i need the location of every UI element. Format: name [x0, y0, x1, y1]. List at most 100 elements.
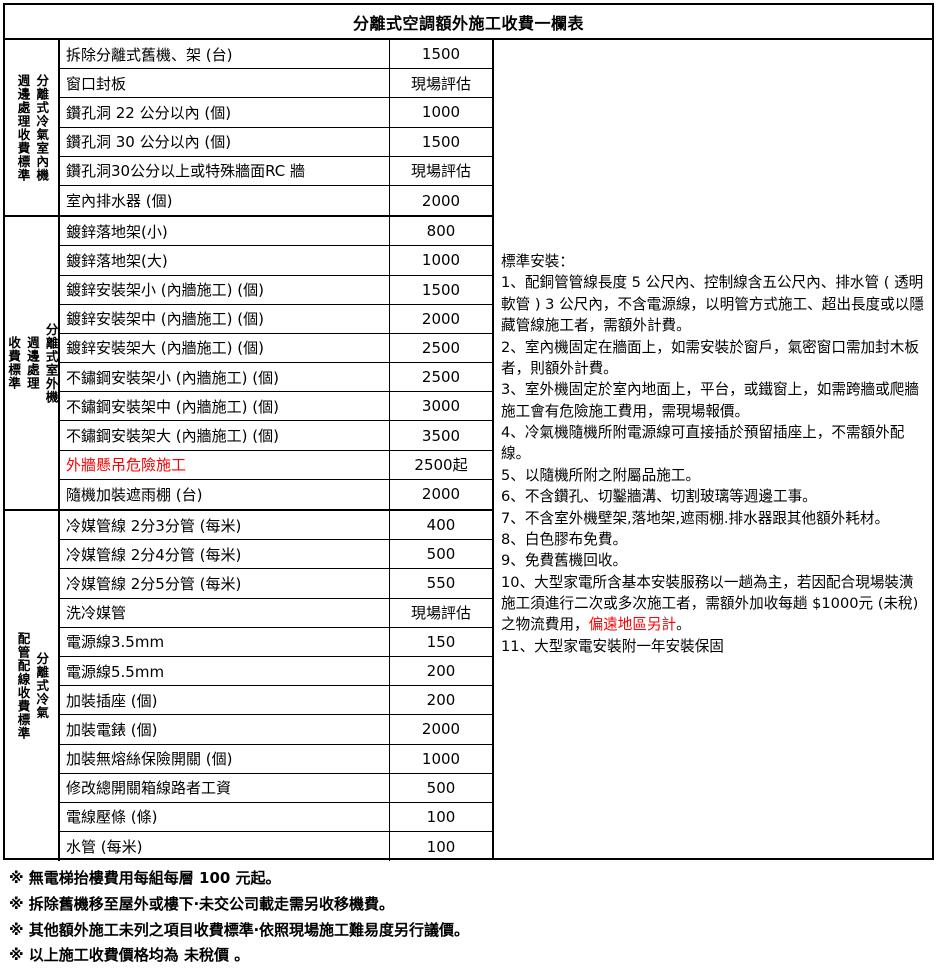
row-item-label: 鍍鋅落地架(大) — [60, 246, 390, 275]
table-row: 電源線3.5mm 150 — [60, 627, 492, 657]
row-price-value: 2500 — [421, 368, 461, 387]
row-price-value: 200 — [426, 662, 456, 681]
row-price-value: 150 — [426, 632, 456, 651]
section-label-line: 分離式冷氣 — [34, 652, 50, 720]
row-price-value: 3500 — [421, 426, 461, 445]
row-item-label: 水管 (每米) — [60, 832, 390, 862]
section-label-outdoor-unit: 分離式室外機 週邊處理 收費標準 — [5, 217, 60, 509]
row-item-label: 修改總開關箱線路者工資 — [60, 773, 390, 802]
main-table-block: 分離式冷氣室內機 週邊處理收費標準 拆除分離式舊機、架 (台) 1500 窗口封… — [3, 40, 934, 862]
table-row: 修改總開關箱線路者工資 500 — [60, 773, 492, 803]
table-row: 冷媒管線 2分5分管 (每米) 550 — [60, 569, 492, 599]
table-row: 室內排水器 (個) 2000 — [60, 185, 492, 216]
note-item-10-text: 10、大型家電所含基本安裝服務以一趟為主，若因配合現場裝潢施工須進行二次或多次施… — [501, 573, 919, 634]
note-item-1: 1、配銅管管線長度 5 公尺內、控制線含五公尺內、排水管 ( 透明軟管 ) 3 … — [501, 274, 924, 335]
row-price-value: 1000 — [421, 251, 461, 270]
row-price-value: 2000 — [421, 720, 461, 739]
row-price-value: 2000 — [421, 485, 461, 504]
row-price-value: 2000 — [421, 309, 461, 328]
row-price-value: 1000 — [421, 749, 461, 768]
row-item-label: 冷媒管線 2分5分管 (每米) — [60, 569, 390, 598]
row-item-label: 不鏽鋼安裝架大 (內牆施工) (個) — [60, 421, 390, 450]
page-title: 分離式空調額外施工收費一欄表 — [352, 13, 584, 33]
section-label-line: 分離式冷氣室內機 — [34, 73, 50, 182]
footnote-item: ※ 其他額外施工未列之項目收費標準‧依照現場施工難易度另行議價。 — [9, 920, 470, 939]
table-row: 鍍鋅安裝架大 (內牆施工) (個) 2500 — [60, 333, 492, 364]
table-row: 窗口封板 現場評估 — [60, 69, 492, 99]
row-price-value: 2500起 — [414, 456, 468, 475]
row-price-value: 500 — [426, 778, 456, 797]
table-row: 加裝插座 (個) 200 — [60, 686, 492, 716]
note-item-7: 7、不含室外機壁架,落地架,遮雨棚.排水器跟其他額外耗材。 — [501, 509, 890, 527]
table-row: 水管 (每米) 100 — [60, 832, 492, 862]
section-piping-wiring: 分離式冷氣 配管配線收費標準 冷媒管線 2分3分管 (每米) 400 冷媒管線 … — [5, 511, 492, 862]
note-item-2: 2、室內機固定在牆面上，如需安裝於窗戶，氣密窗口需加封木板者，則額外計費。 — [501, 338, 919, 377]
row-item-label: 鑽孔洞30公分以上或特殊牆面RC 牆 — [60, 156, 390, 185]
row-item-label: 窗口封板 — [60, 69, 390, 98]
section-label-line: 分離式室外機 — [43, 322, 59, 404]
row-item-label: 洗冷媒管 — [60, 598, 390, 627]
row-item-label: 鑽孔洞 22 公分以內 (個) — [60, 98, 390, 127]
row-item-label: 鑽孔洞 30 公分以內 (個) — [60, 127, 390, 156]
note-item-5: 5、以隨機所附之附屬品施工。 — [501, 466, 701, 484]
row-item-label: 鍍鋅落地架(小) — [60, 217, 390, 246]
row-item-label: 不鏽鋼安裝架小 (內牆施工) (個) — [60, 363, 390, 392]
note-item-8: 8、白色膠布免費。 — [501, 530, 628, 548]
row-item-label: 鍍鋅安裝架大 (內牆施工) (個) — [60, 333, 390, 363]
table-row: 隨機加裝遮雨棚 (台) 2000 — [60, 479, 492, 509]
table-row: 電源線5.5mm 200 — [60, 656, 492, 687]
note-item-9: 9、免費舊機回收。 — [501, 552, 628, 570]
price-sections-column: 分離式冷氣室內機 週邊處理收費標準 拆除分離式舊機、架 (台) 1500 窗口封… — [5, 40, 492, 862]
note-item-10: 10、大型家電所含基本安裝服務以一趟為主，若因配合現場裝潢施工須進行二次或多次施… — [501, 572, 926, 636]
notes-heading: 標準安裝： — [501, 253, 574, 270]
row-item-label: 電源線3.5mm — [60, 627, 390, 656]
table-title-bar: 分離式空調額外施工收費一欄表 — [3, 3, 934, 40]
row-item-label: 冷媒管線 2分4分管 (每米) — [60, 540, 390, 569]
row-price-value: 100 — [426, 837, 456, 856]
row-price-value: 現場評估 — [410, 604, 471, 623]
row-price-value: 100 — [426, 807, 456, 826]
footnotes-block: ※ 無電梯抬樓費用每組每層 100 元起。 ※ 拆除舊機移至屋外或樓下‧未交公司… — [3, 866, 934, 969]
row-item-label: 電源線5.5mm — [60, 656, 390, 686]
table-row: 鑽孔洞 30 公分以內 (個) 1500 — [60, 127, 492, 157]
note-item-3: 3、室外機固定於室內地面上，平台，或鐵窗上，如需跨牆或爬牆施工會有危險施工費用，… — [501, 381, 919, 420]
section-label-line: 收費標準 — [6, 336, 22, 391]
row-item-label: 外牆懸吊危險施工 — [60, 450, 390, 479]
section-rows-indoor-unit: 拆除分離式舊機、架 (台) 1500 窗口封板 現場評估 鑽孔洞 22 公分以內… — [60, 40, 492, 216]
table-row: 電線壓條 (條) 100 — [60, 802, 492, 833]
table-row: 鍍鋅安裝架小 (內牆施工) (個) 1500 — [60, 275, 492, 305]
row-item-label: 加裝插座 (個) — [60, 686, 390, 715]
section-label-line: 配管配線收費標準 — [15, 632, 31, 741]
table-row: 外牆懸吊危險施工 2500起 — [60, 450, 492, 480]
row-item-label: 隨機加裝遮雨棚 (台) — [60, 479, 390, 509]
table-row: 不鏽鋼安裝架大 (內牆施工) (個) 3500 — [60, 421, 492, 451]
standard-install-notes-panel: 標準安裝： 1、配銅管管線長度 5 公尺內、控制線含五公尺內、排水管 ( 透明軟… — [492, 40, 932, 858]
section-indoor-unit: 分離式冷氣室內機 週邊處理收費標準 拆除分離式舊機、架 (台) 1500 窗口封… — [5, 40, 492, 218]
table-row: 不鏽鋼安裝架中 (內牆施工) (個) 3000 — [60, 392, 492, 422]
row-price-value: 800 — [426, 222, 456, 241]
footnote-item: ※ 以上施工收費價格均為 未稅價 。 — [9, 946, 250, 965]
row-price-value: 1500 — [421, 45, 461, 64]
section-label-indoor-unit: 分離式冷氣室內機 週邊處理收費標準 — [5, 40, 60, 216]
notes-content: 標準安裝： 1、配銅管管線長度 5 公尺內、控制線含五公尺內、排水管 ( 透明軟… — [494, 251, 932, 657]
row-price-value: 200 — [426, 691, 456, 710]
row-price-value: 400 — [426, 516, 456, 535]
table-row: 鑽孔洞30公分以上或特殊牆面RC 牆 現場評估 — [60, 156, 492, 186]
section-label-line: 週邊處理收費標準 — [15, 73, 31, 182]
section-rows-outdoor-unit: 鍍鋅落地架(小) 800 鍍鋅落地架(大) 1000 鍍鋅安裝架小 (內牆施工)… — [60, 217, 492, 509]
table-row: 冷媒管線 2分3分管 (每米) 400 — [60, 511, 492, 541]
row-item-label: 加裝無熔絲保險開關 (個) — [60, 744, 390, 773]
row-price-value: 550 — [426, 574, 456, 593]
note-item-10-tail: 。 — [676, 616, 691, 634]
section-rows-piping-wiring: 冷媒管線 2分3分管 (每米) 400 冷媒管線 2分4分管 (每米) 500 … — [60, 511, 492, 862]
table-row: 加裝電錶 (個) 2000 — [60, 715, 492, 745]
row-item-label: 鍍鋅安裝架小 (內牆施工) (個) — [60, 275, 390, 304]
row-price-value: 現場評估 — [410, 74, 471, 93]
note-item-11: 11、大型家電安裝附一年安裝保固 — [501, 637, 724, 655]
row-item-label: 拆除分離式舊機、架 (台) — [60, 40, 390, 69]
section-label-line: 週邊處理 — [24, 336, 40, 391]
table-row: 冷媒管線 2分4分管 (每米) 500 — [60, 540, 492, 570]
row-price-value: 2500 — [421, 338, 461, 357]
table-row: 加裝無熔絲保險開關 (個) 1000 — [60, 744, 492, 774]
